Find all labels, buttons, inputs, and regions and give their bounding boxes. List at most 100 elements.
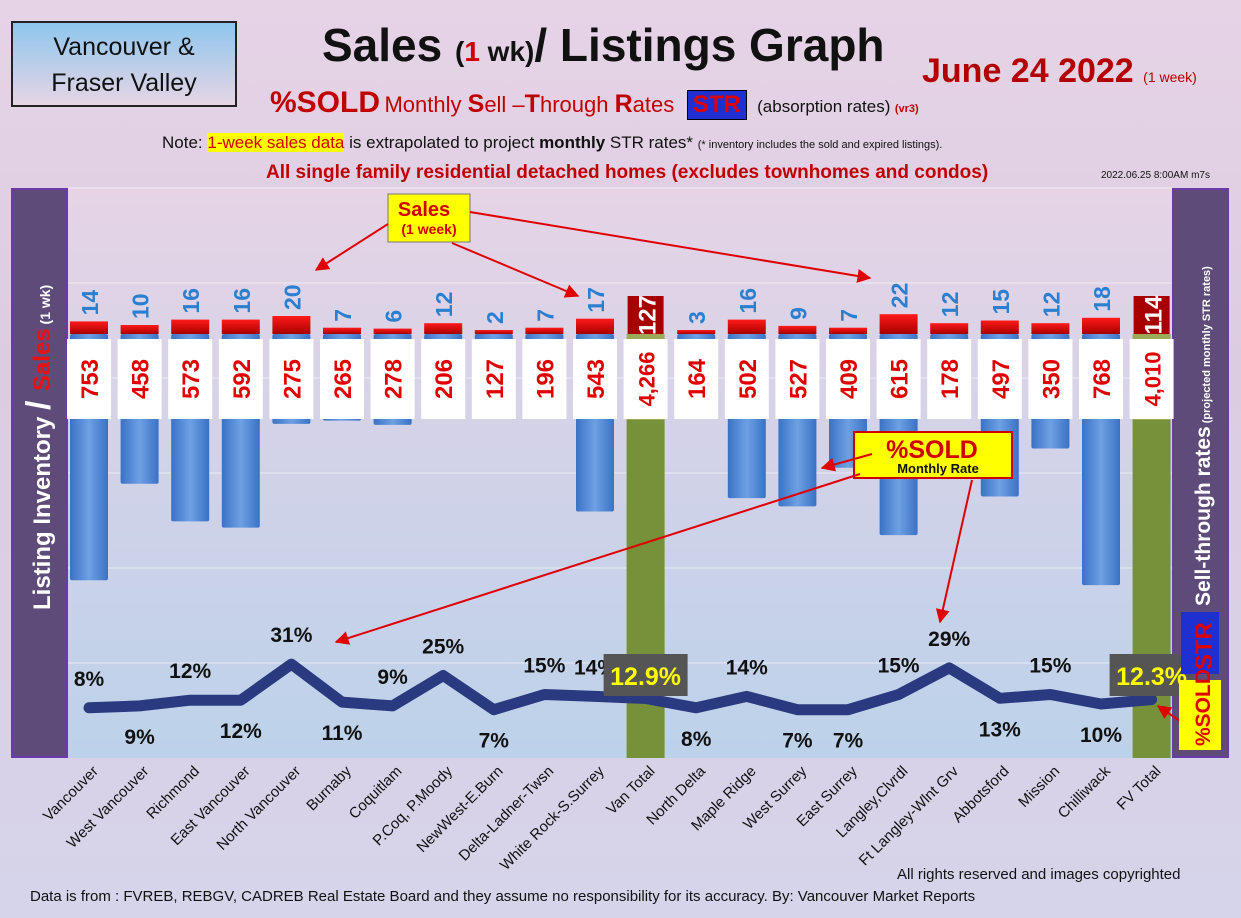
- sales-bar: [373, 328, 412, 334]
- title-wk: wk): [479, 36, 535, 67]
- title-sales: Sales: [322, 19, 455, 71]
- pct-label: 10%: [1080, 724, 1122, 747]
- category-label: Burnaby: [303, 762, 355, 814]
- inventory-label-box: [269, 339, 314, 419]
- sold-callout-box: [853, 431, 1013, 479]
- sales-bar: [171, 319, 210, 334]
- inventory-label: 458: [128, 359, 155, 399]
- subtitle: %SOLD Monthly Sell –Through Rates STR (a…: [270, 86, 919, 120]
- right-axis-label-main: Sell-through rates: [1192, 426, 1215, 606]
- pct-label: 7%: [782, 730, 813, 753]
- note-end: STR rates*: [605, 133, 698, 152]
- inventory-label-box: [775, 339, 820, 419]
- sales-label: 127: [635, 295, 662, 335]
- sub-t: T: [524, 90, 540, 118]
- sales-bar: [576, 318, 614, 334]
- sales-label: 114: [1141, 295, 1168, 334]
- pct-label: 9%: [377, 666, 408, 689]
- inventory-label: 164: [684, 358, 711, 399]
- total-sales-bar: [627, 296, 664, 334]
- inventory-label: 753: [77, 359, 104, 399]
- inventory-label: 615: [887, 359, 914, 399]
- sold-arrow: [334, 473, 861, 645]
- subtitle-rates: Monthly Sell –Through Rates: [384, 90, 674, 118]
- note-small: (* inventory includes the sold and expir…: [697, 139, 943, 151]
- inventory-label-box: [826, 339, 870, 419]
- date-main: June 24 2022: [922, 52, 1134, 90]
- total-pct-label: 12.3%: [1116, 663, 1187, 691]
- inventory-label: 768: [1089, 359, 1116, 399]
- total-inventory-bar: [1132, 420, 1171, 758]
- inventory-label: 592: [229, 359, 256, 399]
- left-axis-sub: (1 wk): [37, 285, 53, 329]
- left-axis-panel: [11, 188, 68, 758]
- inventory-label-box: [1079, 339, 1123, 419]
- sales-bar: [879, 314, 918, 334]
- sales-label: 18: [1089, 286, 1115, 312]
- sub-hrough: hrough: [539, 92, 615, 117]
- left-axis-sales: Sales: [29, 328, 56, 391]
- inventory-label: 178: [937, 359, 964, 399]
- category-label: FV Total: [1114, 763, 1165, 814]
- inventory-label-box: [623, 339, 668, 419]
- sales-label: 9: [785, 307, 811, 320]
- sales-callout-box: [387, 193, 471, 243]
- inventory-label: 350: [1038, 359, 1065, 399]
- sales-bar: [272, 316, 311, 334]
- sales-bar: [525, 327, 564, 334]
- pct-label: 9%: [124, 726, 155, 749]
- pct-label: 29%: [928, 628, 970, 651]
- sales-bar: [474, 330, 513, 334]
- sales-label: 14: [77, 290, 103, 316]
- inventory-label: 196: [532, 359, 559, 399]
- sales-arrow: [314, 223, 389, 271]
- right-axis-str: STR: [1191, 622, 1218, 670]
- sales-bar: [323, 327, 361, 334]
- note-highlight: 1-week sales data: [207, 133, 345, 152]
- region-line1: Vancouver &: [53, 33, 195, 61]
- total-inventory-bar: [626, 420, 665, 758]
- pct-label: 13%: [979, 718, 1021, 741]
- str-badge: STR: [686, 90, 747, 120]
- category-label: NewWest-E.Burn: [413, 763, 506, 856]
- sold-rate-line: [83, 658, 1158, 716]
- inventory-label: 265: [330, 359, 357, 399]
- inventory-label-box: [218, 339, 263, 419]
- sales-bar: [727, 319, 766, 334]
- timestamp: 2022.06.25 8:00AM m7s: [1101, 170, 1210, 181]
- sold-callout-title: %SOLD: [886, 436, 978, 464]
- inventory-label: 573: [178, 359, 205, 399]
- sales-label: 16: [735, 288, 761, 314]
- sales-label: 22: [887, 283, 913, 309]
- category-label: Mission: [1015, 763, 1063, 811]
- region-label: Vancouver & Fraser Valley: [11, 21, 237, 107]
- inventory-label: 206: [431, 359, 458, 399]
- inventory-label-box: [977, 339, 1022, 419]
- sales-bar: [778, 325, 817, 334]
- pct-label: 15%: [878, 655, 920, 678]
- sales-bar: [221, 319, 260, 334]
- sales-arrow: [469, 211, 872, 283]
- pct-label: 12%: [169, 660, 211, 683]
- sales-label: 17: [583, 287, 609, 313]
- sales-callout-sub: (1 week): [401, 221, 456, 237]
- sold-arrow: [820, 453, 873, 472]
- left-axis-slash: /: [20, 391, 58, 410]
- sales-label: 15: [988, 289, 1014, 315]
- category-label: Chilliwack: [1055, 762, 1115, 822]
- data-source: Data is from : FVREB, REBGV, CADREB Real…: [30, 888, 976, 905]
- sales-label: 7: [532, 309, 558, 322]
- inventory-label: 409: [836, 359, 863, 399]
- pct-label: 25%: [422, 636, 464, 659]
- inventory-label: 527: [785, 359, 812, 399]
- note-mid: is extrapolated to project: [344, 133, 540, 152]
- right-axis-label: %SOLD STR Sell-through rates (projected …: [1179, 266, 1221, 750]
- inventory-label-box: [67, 339, 111, 419]
- right-axis-title: Sell-through rates (projected monthly ST…: [1192, 266, 1215, 606]
- note-bold: monthly: [539, 133, 606, 152]
- copyright: All rights reserved and images copyright…: [897, 866, 1181, 883]
- inventory-label-box: [876, 339, 921, 419]
- pct-label: 12%: [220, 720, 262, 743]
- sales-label: 7: [836, 309, 862, 322]
